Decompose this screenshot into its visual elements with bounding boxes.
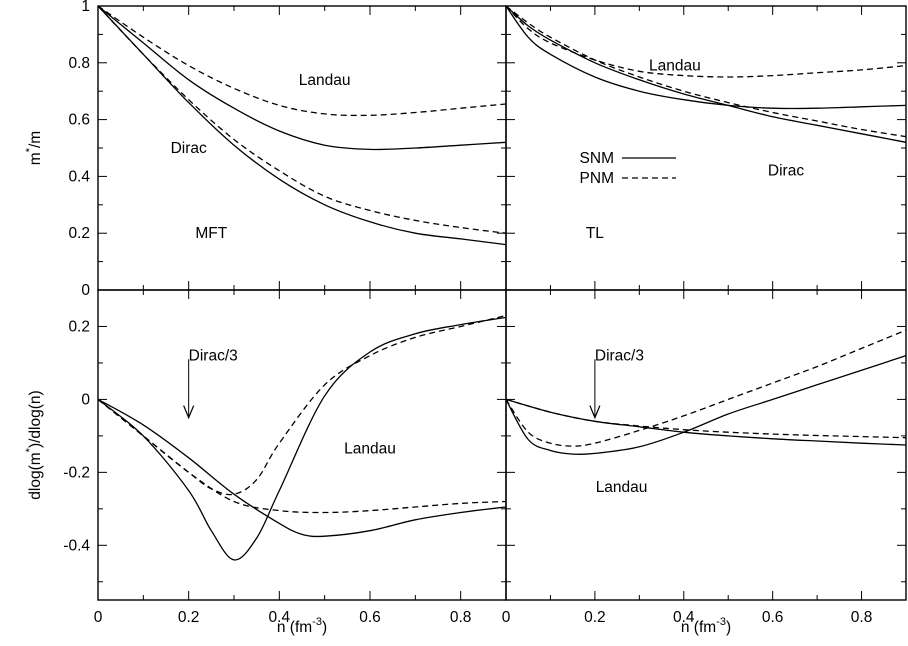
series-line-p3-3: [505, 398, 907, 439]
panel-frame-2: [97, 289, 507, 601]
series-line-p1-2: [505, 5, 907, 143]
ticks-layer: [97, 5, 907, 600]
legend-label: PNM: [580, 170, 614, 187]
series-line-p3-2: [505, 398, 907, 446]
series-line-p1-3: [505, 5, 907, 138]
x-tick-label: 0.8: [450, 609, 472, 626]
annotation-label: Landau: [649, 58, 701, 75]
dirac-arrow-head: [589, 405, 601, 420]
annotation-label: Landau: [299, 72, 351, 89]
y-tick-label: 0.8: [68, 55, 90, 72]
series-line-p2-3: [97, 398, 507, 514]
legend-label: SNM: [580, 150, 614, 167]
x-axis-label-right: n (fm-3​): [681, 616, 731, 636]
y-tick-label: -0.4: [63, 537, 90, 554]
x-tick-label: 0.2: [178, 609, 200, 626]
y-axis-label-bottom: dlog(m*​)/dlog(n): [24, 390, 44, 499]
x-tick-label: 0.6: [359, 609, 381, 626]
annotation-label: Dirac: [768, 163, 804, 180]
annotation-label: Dirac/3: [595, 348, 644, 365]
annotation-label: Landau: [596, 479, 648, 496]
annotation-label: Landau: [344, 441, 396, 458]
series-line-p2-0: [97, 316, 507, 561]
x-axis-label-left: n (fm-3​): [277, 616, 327, 636]
dirac-arrow-head: [183, 405, 195, 420]
y-tick-label: 0.4: [68, 168, 90, 185]
annotation-label: Dirac: [171, 140, 207, 157]
x-tick-label: 0.4: [269, 609, 291, 626]
frames-layer: [97, 5, 907, 601]
y-tick-label: 0.2: [68, 225, 90, 242]
annotation-label: TL: [586, 225, 604, 242]
series-line-p1-0: [505, 5, 907, 78]
x-tick-label: 0.4: [673, 609, 695, 626]
y-tick-label: 1: [81, 0, 90, 15]
curves-layer: [97, 5, 907, 561]
y-tick-label: 0.2: [68, 318, 90, 335]
x-tick-label: 0.2: [584, 609, 606, 626]
series-line-p3-1: [505, 329, 907, 447]
series-line-p0-0: [97, 5, 507, 117]
series-line-p0-1: [97, 5, 507, 151]
series-line-p0-2: [97, 5, 507, 234]
x-tick-label: 0: [94, 609, 103, 626]
series-line-p3-0: [505, 354, 907, 456]
annotation-label: Dirac/3: [189, 348, 238, 365]
y-axis-label-top: m*​/m: [24, 131, 44, 165]
x-tick-label: 0: [502, 609, 511, 626]
y-tick-label: 0: [81, 282, 90, 299]
series-line-p1-1: [505, 5, 907, 110]
y-tick-label: 0.6: [68, 112, 90, 129]
panel-frame-3: [505, 289, 907, 601]
series-line-p2-2: [97, 398, 507, 538]
panel-frame-0: [97, 5, 507, 291]
x-tick-label: 0.8: [851, 609, 873, 626]
y-tick-label: -0.2: [63, 464, 90, 481]
series-line-p0-3: [97, 5, 507, 246]
labels-layer: 0 0.2 0.4 0.6 0.8 1 -0.4 -0.2 0 0.2 0 0.2 0.4 0.6 0.8 0…: [24, 0, 872, 636]
annotation-label: MFT: [195, 225, 227, 242]
y-tick-label: 0: [81, 391, 90, 408]
x-tick-label: 0.6: [762, 609, 784, 626]
series-line-p2-1: [97, 314, 507, 496]
